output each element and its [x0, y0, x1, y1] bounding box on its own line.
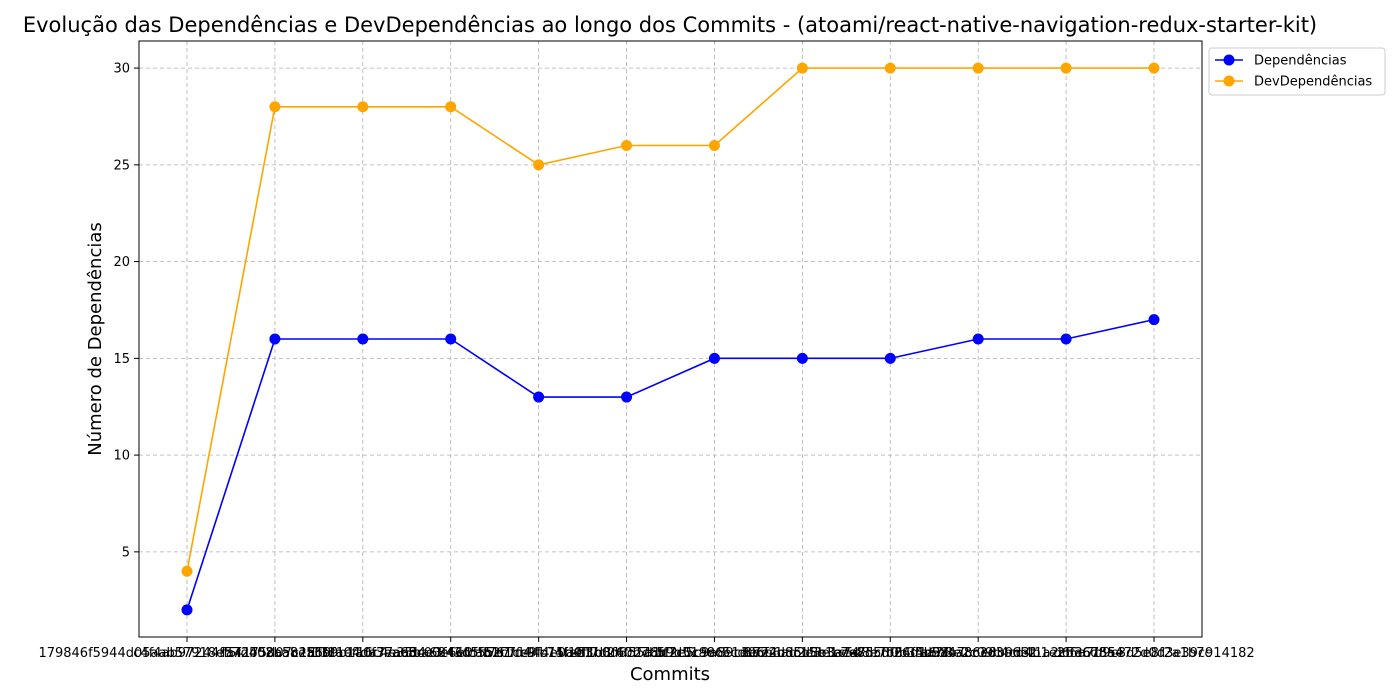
- y-tick-label: 5: [122, 545, 130, 560]
- data-point: [1060, 333, 1072, 345]
- x-tick-label: e5f7d24f55a1c7c0c9e6e1e06f4bd5d8b3a74: [570, 646, 860, 661]
- chart-title: Evolução das Dependências e DevDependênc…: [23, 13, 1317, 37]
- x-tick-label: d6f36755e72d0d3e39c914182: [1053, 646, 1254, 661]
- legend-label: DevDependências: [1254, 75, 1372, 90]
- legend-marker: [1223, 75, 1235, 87]
- x-tick-label: c7e8d5fb64f4d58b7c6e8b9d3f1a2c5e6d8a4: [833, 646, 1123, 661]
- y-tick-label: 15: [113, 352, 130, 367]
- x-tick-label: 1fb9b1a0f3ea68c00e6e0f55e7fd44c74f1e1: [309, 646, 592, 661]
- data-points: [181, 62, 1160, 616]
- legend-marker: [1223, 54, 1235, 66]
- series-line-1: [186, 318, 1155, 611]
- data-point: [708, 139, 720, 151]
- data-point: [445, 101, 457, 113]
- x-tick-label: 179846f5944d05aab57918e57d402ba8e56f1: [38, 646, 335, 661]
- data-point: [796, 352, 808, 364]
- y-tick-label: 20: [113, 255, 130, 270]
- data-point: [796, 62, 808, 74]
- data-point: [1148, 62, 1160, 74]
- data-point: [972, 333, 984, 345]
- legend-label: Dependências: [1254, 54, 1347, 69]
- data-point: [1060, 62, 1072, 74]
- series-line-2: [186, 67, 1154, 572]
- y-axis-ticks: 5 10 15 20 25 30: [113, 62, 139, 560]
- data-point: [884, 62, 896, 74]
- x-tick-label: 8b72d8c15e1eea75c6f26d1a7f4a8c3d3b6e2: [744, 646, 1037, 661]
- y-axis-title: Número de Dependências: [85, 222, 106, 456]
- legend: Dependências DevDependências: [1208, 47, 1386, 96]
- data-point: [445, 333, 457, 345]
- series-lines: [186, 67, 1155, 611]
- x-tick-label: 5f2e5c9a89c3ecb6ad2e3e1c5d8e7f0b35b9a: [656, 646, 948, 661]
- data-point: [533, 159, 545, 171]
- x-axis-ticks: 179846f5944d05aab57918e57d402ba8e56f1c4f…: [38, 637, 1255, 661]
- data-point: [621, 391, 633, 403]
- data-point: [1148, 314, 1160, 326]
- legend-box: [1208, 47, 1386, 96]
- plot-frame: [138, 40, 1203, 638]
- data-point: [181, 565, 193, 577]
- y-tick-label: 30: [113, 62, 130, 77]
- data-point: [269, 101, 281, 113]
- data-point: [884, 352, 896, 364]
- data-point: [357, 101, 369, 113]
- y-tick-label: 10: [113, 449, 130, 464]
- x-tick-label: b2c7fe9f4e0a0f1d3f60b7bb9d51a8c5cdc7e: [484, 646, 769, 661]
- x-tick-label: c4f4ab97244ff5f2b58a5b2a59f1e4da77ac5: [133, 646, 416, 661]
- data-point: [357, 333, 369, 345]
- data-point: [621, 139, 633, 151]
- data-point: [972, 62, 984, 74]
- x-axis-title: Commits: [630, 664, 710, 685]
- data-point: [269, 333, 281, 345]
- data-point: [708, 352, 720, 364]
- data-point: [533, 391, 545, 403]
- x-tick-label: a6b8e2c09c4cd4b1e2f6a7b9c3d5e8f2a1b7c: [920, 646, 1211, 661]
- x-tick-label: ad4e3f46fca51f1cc9fb15b4f3b0d6c2d8ff7: [401, 646, 675, 661]
- data-point: [181, 604, 193, 616]
- y-tick-label: 25: [113, 158, 130, 173]
- x-tick-label: fa4175d07c1f13ca0f16c4e35ba6843d5ff76: [221, 646, 504, 661]
